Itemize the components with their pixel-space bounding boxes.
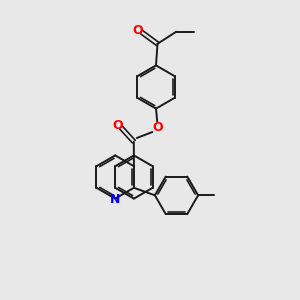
Text: N: N (110, 193, 120, 206)
Text: O: O (112, 118, 123, 132)
Text: O: O (152, 121, 163, 134)
Text: O: O (132, 24, 143, 37)
